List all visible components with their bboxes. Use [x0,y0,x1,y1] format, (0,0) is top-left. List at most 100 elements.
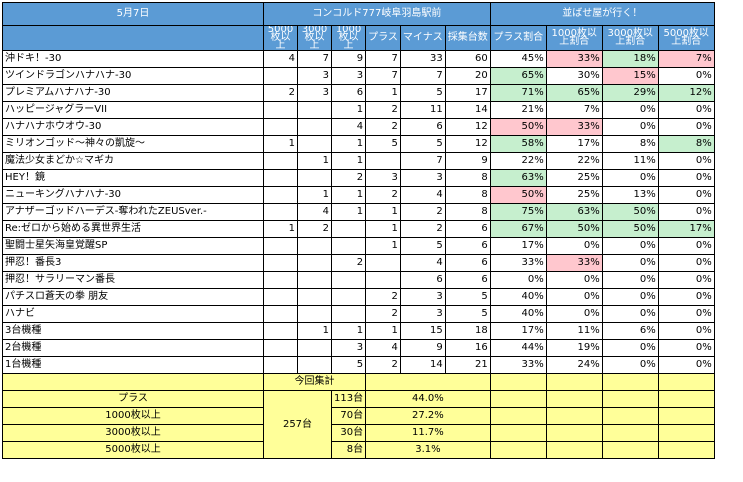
total-count-cell: 12 [444,118,491,136]
machine-name-cell: 3台機種 [2,322,264,340]
count-3000-cell: 7 [297,50,332,68]
plus-rate-cell: 44% [489,339,547,357]
col-5000-header: 5000枚以上 [263,25,298,51]
rate-1000-cell: 65% [545,84,603,102]
count-5000-cell [263,67,298,85]
rate-3000-cell: 0% [601,101,659,119]
plus-count-cell: 5 [365,135,401,153]
minus-count-cell: 4 [399,254,446,272]
blank-header [2,25,264,51]
rate-1000-cell: 50% [545,220,603,238]
summary-percent: 3.1% [365,441,491,459]
count-3000-cell: 1 [297,152,332,170]
count-5000-cell [263,237,298,255]
summary-spacer [545,373,603,391]
plus-count-cell: 1 [365,84,401,102]
data-table: 5月7日 コンコルド777岐阜羽島駅前 並ばせ屋が行く！ 5000枚以上 300… [2,2,715,459]
plus-rate-cell: 21% [489,101,547,119]
count-5000-cell [263,322,298,340]
machine-name-cell: HEY！鏡 [2,169,264,187]
minus-count-cell: 15 [399,322,446,340]
count-5000-cell [263,356,298,374]
total-count-cell: 18 [444,322,491,340]
count-3000-cell [297,305,332,323]
count-1000-cell: 1 [330,101,367,119]
col-1000-header: 1000枚以上 [330,25,367,51]
total-count-cell: 6 [444,220,491,238]
rate-5000-cell: 0% [657,356,715,374]
plus-rate-cell: 75% [489,203,547,221]
count-3000-cell [297,237,332,255]
table-row: 2台機種 3 4 9 16 44% 19% 0% 0% [2,339,715,357]
rate-3000-cell: 0% [601,271,659,289]
table-row: 3台機種 1 1 1 15 18 17% 11% 6% 0% [2,322,715,340]
count-5000-cell [263,186,298,204]
count-1000-cell: 2 [330,254,367,272]
summary-spacer [545,424,603,442]
count-1000-cell: 2 [330,169,367,187]
rate-5000-cell: 0% [657,101,715,119]
col-3000-rate-header: 3000枚以上割合 [601,25,659,51]
plus-rate-cell: 63% [489,169,547,187]
col-5000-rate-header: 5000枚以上割合 [657,25,715,51]
rate-1000-cell: 25% [545,186,603,204]
total-count-cell: 14 [444,101,491,119]
summary-percent: 27.2% [365,407,491,425]
count-1000-cell: 1 [330,186,367,204]
count-3000-cell [297,118,332,136]
plus-rate-cell: 45% [489,50,547,68]
minus-count-cell: 14 [399,356,446,374]
total-count-cell: 6 [444,237,491,255]
summary-spacer [545,407,603,425]
rate-5000-cell: 0% [657,237,715,255]
table-row: ツインドラゴンハナハナ-30 3 3 7 7 20 65% 30% 15% 0% [2,67,715,85]
count-5000-cell [263,118,298,136]
count-1000-cell: 3 [330,339,367,357]
machine-name-cell: ハッピージャグラーVII [2,101,264,119]
summary-spacer [657,424,715,442]
summary-spacer [489,424,547,442]
rate-5000-cell: 0% [657,305,715,323]
rate-1000-cell: 11% [545,322,603,340]
rate-5000-cell: 0% [657,169,715,187]
plus-rate-cell: 67% [489,220,547,238]
count-5000-cell [263,203,298,221]
minus-count-cell: 3 [399,169,446,187]
total-count-cell: 8 [444,203,491,221]
summary-spacer [601,390,659,408]
count-3000-cell [297,271,332,289]
count-1000-cell: 1 [330,135,367,153]
count-5000-cell: 1 [263,135,298,153]
summary-label: 3000枚以上 [2,424,264,442]
count-3000-cell: 4 [297,203,332,221]
minus-count-cell: 6 [399,271,446,289]
summary-spacer [489,373,547,391]
rate-5000-cell: 0% [657,271,715,289]
minus-count-cell: 7 [399,152,446,170]
rate-1000-cell: 25% [545,169,603,187]
rate-5000-cell: 12% [657,84,715,102]
total-count-cell: 6 [444,271,491,289]
summary-spacer [601,424,659,442]
rate-3000-cell: 15% [601,67,659,85]
count-3000-cell: 1 [297,186,332,204]
count-3000-cell [297,288,332,306]
summary-spacer [601,373,659,391]
rate-5000-cell: 0% [657,152,715,170]
table-row: アナザーゴッドハーデス-奪われたZEUSver.- 4 1 1 2 8 75% 63% 50% 0… [2,203,715,221]
count-5000-cell [263,169,298,187]
minus-count-cell: 11 [399,101,446,119]
rate-1000-cell: 17% [545,135,603,153]
minus-count-cell: 4 [399,186,446,204]
store-header: コンコルド777岐阜羽島駅前 [263,2,491,26]
table-row: 押忍！サラリーマン番長 6 6 0% 0% 0% 0% [2,271,715,289]
date-header: 5月7日 [2,2,264,26]
spreadsheet: 5月7日 コンコルド777岐阜羽島駅前 並ばせ屋が行く！ 5000枚以上 300… [2,2,715,459]
summary-total: 257台 [263,390,332,459]
rate-1000-cell: 0% [545,237,603,255]
count-5000-cell: 1 [263,220,298,238]
rate-3000-cell: 0% [601,237,659,255]
count-5000-cell: 2 [263,84,298,102]
summary-count: 113台 [330,390,367,408]
machine-name-cell: 沖ドキ！-30 [2,50,264,68]
